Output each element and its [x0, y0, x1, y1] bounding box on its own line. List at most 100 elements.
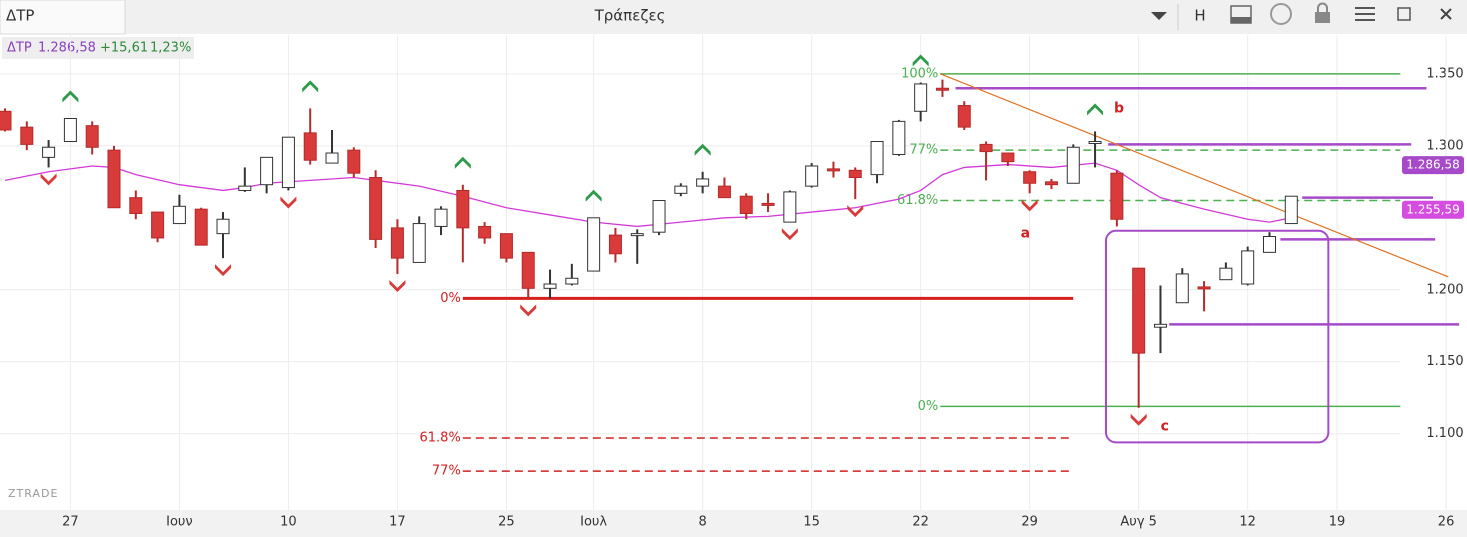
candle-body — [805, 165, 819, 187]
candle-body — [717, 185, 731, 199]
x-tick-label: 29 — [1021, 515, 1038, 530]
candle-body — [652, 200, 666, 233]
candle-body — [761, 202, 775, 206]
annotation: a — [1021, 226, 1030, 242]
price-badge-label: 1.255,59 — [1406, 202, 1459, 216]
x-tick-label: 22 — [912, 515, 929, 530]
x-tick-label: 15 — [803, 515, 820, 530]
restore-icon[interactable] — [1397, 7, 1411, 21]
plot: 1.350 1.300 1.200 1.150 1.100 27 Ιουν 10 17 25 Ιου… — [0, 35, 1464, 530]
candle-body — [1001, 152, 1015, 163]
up-signal — [694, 143, 711, 156]
close-icon[interactable] — [1440, 8, 1452, 20]
x-tick-label: 26 — [1438, 515, 1455, 530]
candle-body — [1110, 172, 1124, 220]
candle-body — [412, 223, 426, 263]
candle-body — [826, 168, 840, 172]
candle-body — [957, 105, 971, 128]
quote-symbol: ΔΤΡ — [7, 41, 32, 56]
y-tick-label: 1.200 — [1426, 282, 1463, 297]
down-signal — [847, 205, 864, 218]
quote-last: 1.286,58 — [38, 41, 96, 56]
candle-body — [1241, 250, 1255, 285]
menu-icon[interactable] — [1355, 7, 1375, 21]
candle-body — [499, 233, 513, 259]
x-tick-label: 25 — [498, 515, 515, 530]
fib-label: 77% — [432, 464, 461, 479]
selection-box — [1104, 229, 1330, 444]
candle-body — [172, 205, 186, 225]
tab[interactable] — [0, 0, 126, 35]
candle-body — [1066, 146, 1080, 184]
watermark: ZTRADE — [8, 487, 58, 500]
lock-shackle — [1317, 2, 1328, 12]
x-tick-label: 12 — [1239, 515, 1256, 530]
candle-body — [281, 136, 295, 189]
fib-label: 100% — [901, 66, 938, 81]
candle-body — [434, 208, 448, 227]
candle-body — [587, 217, 601, 272]
x-tick-label: Ιουν — [166, 515, 193, 530]
candle-body — [630, 233, 644, 237]
candle-body — [325, 152, 339, 164]
h-button[interactable]: H — [1194, 7, 1205, 25]
candle-body — [238, 185, 252, 191]
candle-body — [739, 195, 753, 214]
up-signal — [62, 90, 79, 103]
candle-body — [151, 211, 165, 239]
window-title: Τράπεζες — [594, 7, 666, 25]
y-tick-label: 1.300 — [1426, 138, 1463, 153]
candle-body — [565, 277, 579, 285]
x-tick-label: 8 — [699, 515, 707, 530]
x-tick-label: 19 — [1329, 515, 1346, 530]
candle-body — [674, 185, 688, 194]
candle-body — [1132, 267, 1146, 354]
down-signal — [389, 279, 406, 292]
candle-body — [914, 83, 928, 112]
down-signal — [280, 196, 297, 209]
quote-box — [2, 37, 194, 59]
candle-body — [1023, 171, 1037, 184]
candle-body — [42, 146, 56, 158]
candle-body — [194, 208, 208, 246]
quote-icon[interactable] — [1270, 3, 1292, 25]
x-tick-label: 17 — [389, 515, 406, 530]
candle-body — [1219, 267, 1233, 281]
y-tick-label: 1.350 — [1426, 66, 1463, 81]
price-badge — [1402, 156, 1464, 175]
x-tick-label: Αυγ 5 — [1120, 515, 1157, 530]
candle-body — [870, 141, 884, 176]
quote-change-pct: 1,23% — [150, 41, 191, 56]
lock-icon[interactable] — [1315, 12, 1330, 23]
up-signal — [1087, 103, 1104, 116]
up-signal — [585, 189, 602, 202]
title-bar — [0, 0, 1467, 34]
candle-body — [848, 169, 862, 178]
candle-body — [347, 149, 361, 174]
down-signal — [1021, 199, 1038, 212]
dropdown-icon[interactable] — [1151, 12, 1167, 20]
candle-body — [1175, 273, 1189, 304]
up-signal — [912, 54, 929, 67]
y-tick-label: 1.150 — [1426, 354, 1463, 369]
up-signal — [454, 156, 471, 169]
candle-body — [1088, 141, 1102, 145]
down-signal — [1130, 413, 1147, 426]
candle-body — [892, 120, 906, 155]
annotation: b — [1114, 100, 1124, 116]
x-axis-band — [0, 510, 1467, 537]
down-signal — [520, 304, 537, 317]
candle-body — [369, 177, 383, 240]
fib-label: 0% — [918, 399, 939, 414]
candle-body — [935, 87, 949, 91]
candle-body — [1153, 323, 1167, 328]
candle-body — [478, 225, 492, 239]
moving-average — [4, 162, 1292, 228]
candle-body — [1197, 286, 1211, 290]
candle-body — [260, 156, 274, 186]
candle-body — [63, 117, 77, 143]
fib-label: 61.8% — [420, 431, 461, 446]
x-tick-label: 10 — [280, 515, 297, 530]
candle-body — [85, 125, 99, 148]
